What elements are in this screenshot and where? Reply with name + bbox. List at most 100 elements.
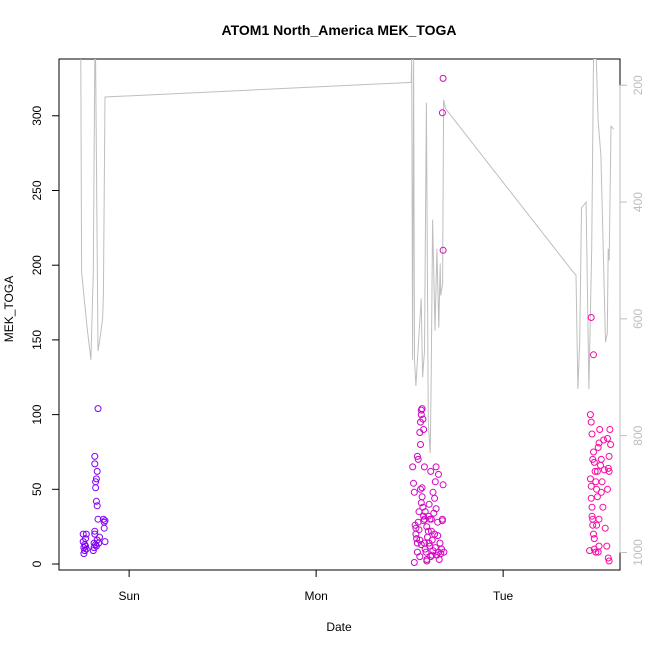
data-point [586,411,594,419]
data-point [89,547,97,555]
data-point [587,314,595,321]
data-point [593,521,601,529]
data-point [424,527,432,535]
data-point [438,109,446,117]
y-tick-label: 100 [30,404,44,424]
data-point [604,554,612,562]
data-point [414,455,422,463]
data-point [410,488,418,496]
data-point [416,553,424,561]
data-point [604,435,611,442]
data-point [82,542,89,550]
data-point [593,467,601,475]
data-point [589,521,597,529]
data-point [607,441,615,448]
data-point [92,497,100,505]
data-point [92,484,100,492]
data-point [590,351,597,359]
y-tick-label: 200 [30,255,44,275]
right-y-tick-label: 600 [631,309,645,329]
data-point [588,503,596,511]
data-point [595,515,603,523]
data-point [590,535,598,543]
data-point [590,530,597,538]
x-axis-label: Date [326,620,352,634]
right-y-axis: 200 400 600 800 1000 [619,75,645,566]
data-point [440,548,448,556]
data-point [82,530,90,538]
data-point [420,426,428,433]
data-point [605,557,613,565]
data-point [417,406,425,414]
data-point [438,517,446,525]
data-point [439,74,447,82]
data-point [434,532,442,540]
data-point [605,452,613,460]
data-point [590,458,598,466]
data-point [420,517,428,525]
data-point [82,535,89,543]
data-point [94,405,102,413]
data-point [91,527,99,535]
right-y-tick-label: 800 [631,425,645,445]
data-point [597,455,605,463]
data-point [587,482,595,490]
data-point [93,467,101,475]
data-point [601,524,609,532]
data-point [99,515,107,523]
data-point [587,418,595,426]
data-point [431,478,439,486]
data-point [432,505,440,513]
data-point [593,493,601,501]
right-y-tick-label: 1000 [631,539,645,566]
data-point [590,448,597,456]
data-point [429,488,437,496]
data-point [92,475,100,483]
data-point [416,536,424,544]
data-point [432,463,440,471]
data-point [600,436,608,444]
y-tick-label: 250 [30,180,44,200]
data-point [423,523,431,531]
data-point [422,548,430,556]
data-point [599,503,607,511]
data-point [427,467,435,475]
x-tick-label: Sun [118,589,139,603]
data-point [91,452,99,460]
scatter-points-layer [79,74,615,566]
data-point [591,467,599,475]
data-point [586,547,594,555]
data-point [91,460,99,468]
data-point [410,479,417,487]
data-point [417,485,424,493]
x-tick-label: Tue [493,589,514,603]
data-point [603,542,611,550]
data-point [413,535,421,543]
data-point [418,484,426,492]
chart-title: ATOM1 North_America MEK_TOGA [222,22,457,38]
data-point [587,494,595,502]
pressure-line-layer [80,59,615,454]
data-point [598,478,606,486]
data-point [439,481,447,489]
x-tick-label: Mon [304,589,327,603]
data-point [604,485,611,493]
y-tick-label: 0 [30,560,44,567]
data-point [101,517,109,525]
data-point [606,426,614,433]
data-point [425,539,433,547]
pressure-line [80,59,615,454]
data-point [417,499,425,507]
data-point [439,246,447,254]
data-point [417,441,424,448]
y-tick-label: 50 [30,482,44,496]
data-point [428,551,436,559]
y-tick-label: 150 [30,330,44,350]
data-point [81,547,89,555]
data-point [420,463,428,471]
data-point [96,533,103,541]
data-point [588,430,596,438]
data-point [427,515,435,523]
data-point [423,556,431,563]
data-point [415,526,423,534]
